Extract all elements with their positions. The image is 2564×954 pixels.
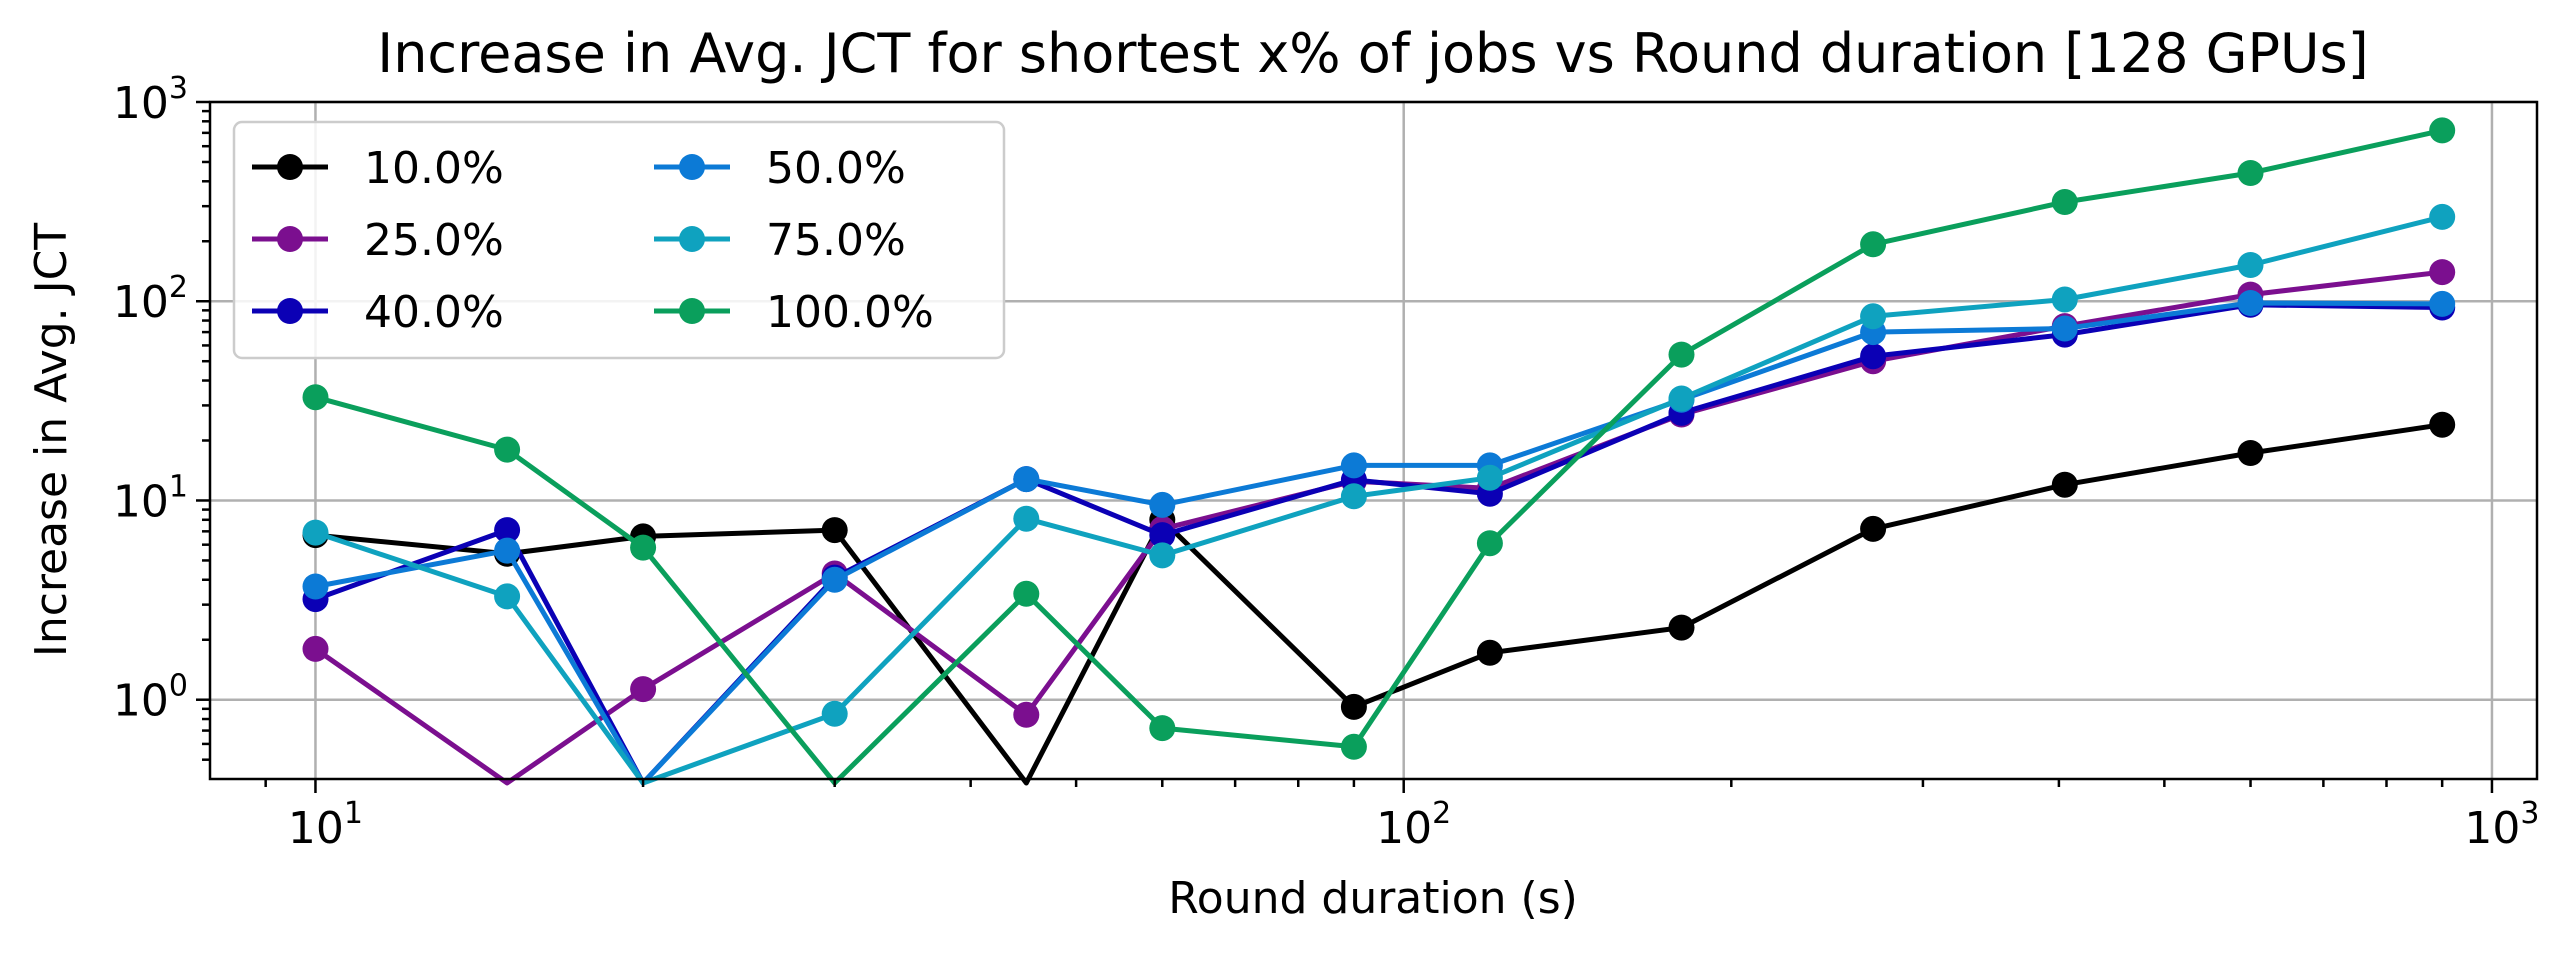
y-axis-label: Increase in Avg. JCT: [26, 223, 77, 657]
y-tick-label: 101: [113, 469, 188, 527]
data-point: [2051, 315, 2078, 342]
data-point: [1340, 452, 1367, 479]
legend-label: 40.0%: [364, 287, 504, 338]
data-point: [1149, 715, 1176, 742]
legend-label: 50.0%: [766, 143, 906, 194]
x-tick-label: 103: [2464, 796, 2539, 854]
data-point: [302, 635, 329, 662]
x-axis-label: Round duration (s): [1168, 873, 1578, 924]
data-point: [2237, 290, 2264, 316]
y-tick-label: 102: [113, 270, 188, 328]
chart-title: Increase in Avg. JCT for shortest x% of …: [377, 22, 2368, 85]
data-point: [1476, 639, 1503, 666]
data-point: [2429, 259, 2456, 286]
legend-label: 100.0%: [766, 287, 934, 338]
data-point: [494, 436, 521, 463]
data-point: [1013, 466, 1040, 493]
legend-box: [232, 120, 1006, 360]
data-point: [2051, 189, 2078, 215]
data-point: [630, 534, 657, 561]
data-point: [2051, 471, 2078, 498]
data-point: [1860, 343, 1887, 370]
data-point: [1476, 464, 1503, 491]
data-point: [302, 519, 329, 546]
data-point: [1149, 542, 1176, 569]
data-point: [1013, 701, 1040, 728]
data-point: [302, 573, 329, 600]
y-tick-label: 103: [113, 71, 188, 129]
data-point: [494, 537, 521, 564]
data-point: [1340, 693, 1367, 720]
legend-marker: [679, 226, 705, 252]
data-point: [2237, 160, 2264, 186]
data-point: [1013, 505, 1040, 532]
data-point: [494, 517, 521, 544]
legend-marker: [277, 298, 303, 324]
data-point: [1013, 580, 1040, 607]
legend-marker: [277, 226, 303, 252]
data-point: [821, 517, 848, 544]
data-point: [1860, 303, 1887, 330]
series-line: [315, 422, 2443, 786]
data-point: [494, 583, 521, 610]
data-point: [1668, 385, 1695, 412]
axis-ticks: 101 102 103 100 101 102 103: [113, 71, 2540, 854]
x-tick-label: 102: [1376, 796, 1451, 854]
data-point: [1340, 483, 1367, 510]
data-point: [2429, 290, 2456, 317]
data-point: [821, 566, 848, 593]
data-point: [1340, 733, 1367, 760]
data-point: [1149, 522, 1176, 549]
legend-marker: [679, 154, 705, 180]
data-point: [2429, 203, 2456, 230]
data-point: [1149, 491, 1176, 518]
data-point: [630, 676, 657, 703]
data-point: [1860, 231, 1887, 258]
legend-label: 75.0%: [766, 215, 906, 266]
legend: 10.0% 25.0% 40.0% 50.0% 75.0% 100.0%: [232, 120, 1006, 360]
x-tick-label: 101: [288, 796, 363, 854]
series-5: [302, 117, 2456, 786]
data-point: [1860, 515, 1887, 542]
data-point: [1476, 530, 1503, 557]
data-point: [821, 700, 848, 727]
data-point: [1668, 341, 1695, 368]
legend-label: 25.0%: [364, 215, 504, 266]
data-point: [2237, 252, 2264, 278]
y-tick-label: 100: [113, 669, 188, 727]
data-point: [302, 384, 329, 411]
data-point: [2429, 411, 2456, 438]
data-point: [1668, 614, 1695, 641]
data-point: [2237, 440, 2264, 466]
data-point: [2429, 117, 2456, 144]
legend-marker: [679, 298, 705, 324]
legend-label: 10.0%: [364, 143, 504, 194]
data-point: [2051, 286, 2078, 313]
legend-marker: [277, 154, 303, 180]
